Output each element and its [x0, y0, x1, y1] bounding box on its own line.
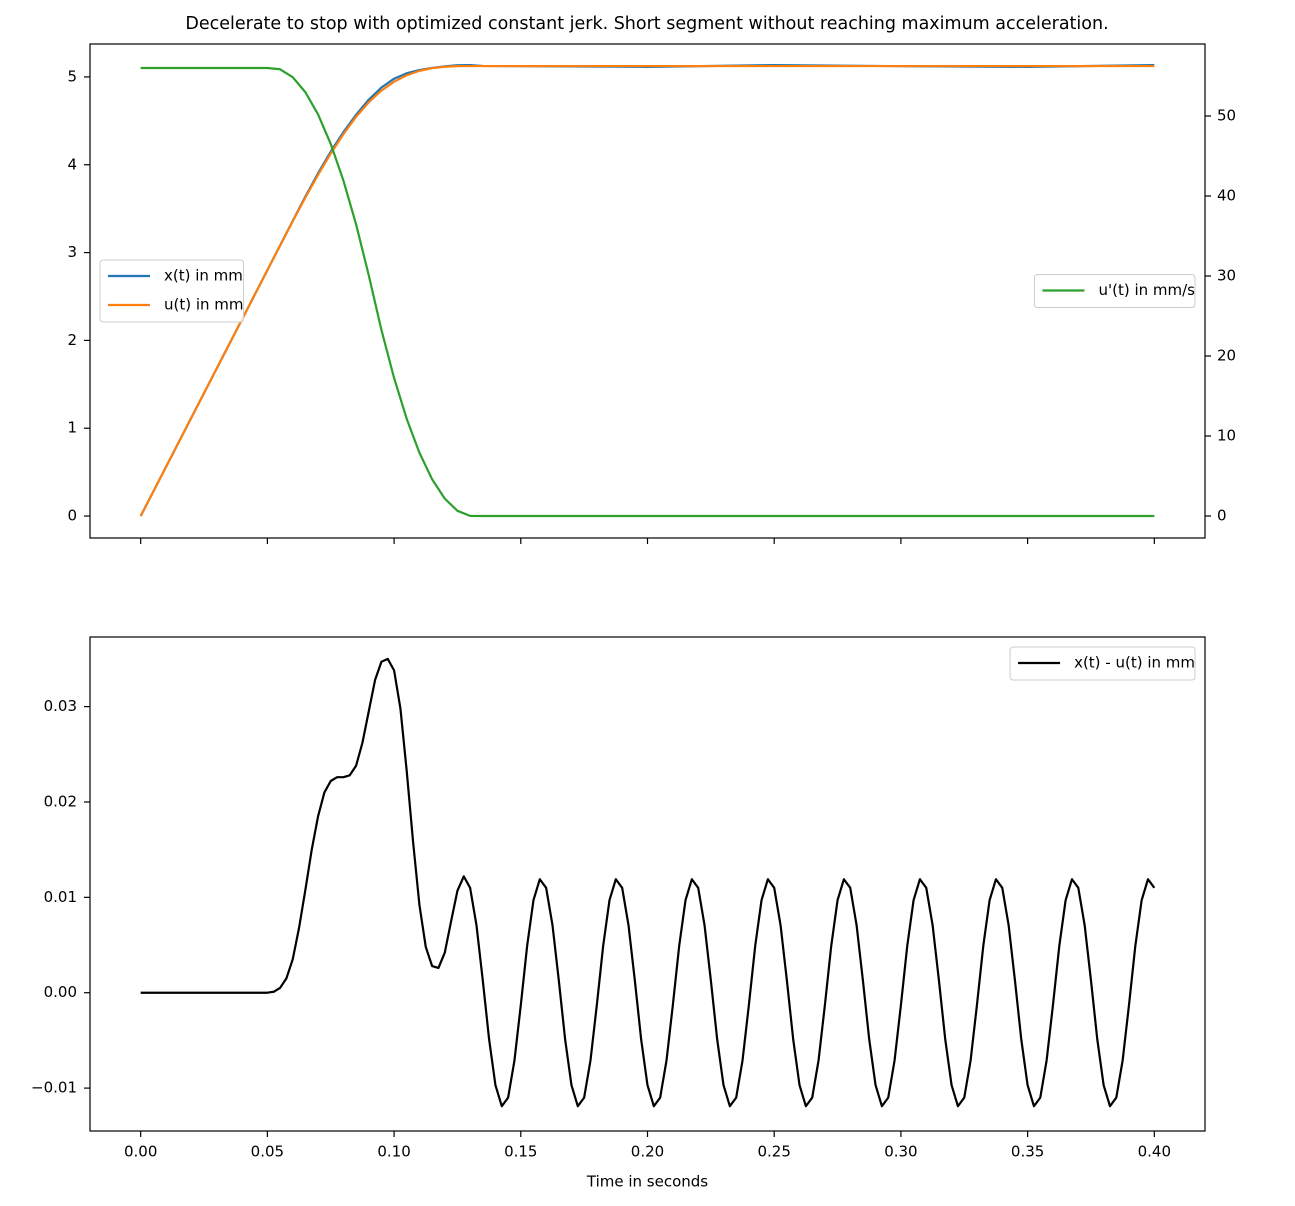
chart-title: Decelerate to stop with optimized consta…: [185, 14, 1108, 34]
y-tick-label: 5: [67, 67, 77, 85]
x-tick-label: 0.20: [631, 1143, 664, 1161]
y-tick-label: 0.02: [44, 792, 77, 810]
legend-box: [1009, 646, 1196, 681]
legend-label: x(t) in mm: [164, 267, 243, 285]
y-tick-label: 2: [67, 331, 77, 349]
x-tick-label: 0.25: [758, 1143, 791, 1161]
y2-tick-label: 10: [1217, 427, 1236, 445]
y-tick-label: 0.01: [44, 888, 77, 906]
legend: x(t) in mm u(t) in mm: [99, 259, 245, 323]
x-tick-label: 0.30: [884, 1143, 917, 1161]
legend-label: x(t) - u(t) in mm: [1074, 654, 1195, 672]
legend-label: u(t) in mm: [164, 296, 244, 314]
y-tick-label: 1: [67, 419, 77, 437]
plot-area: [139, 63, 1155, 518]
x-tick-label: 0.00: [124, 1143, 157, 1161]
x-axis-label: Time in seconds: [586, 1173, 708, 1191]
x-tick-label: 0.15: [504, 1143, 537, 1161]
y2-tick-label: 30: [1217, 267, 1236, 285]
x-tick-label: 0.10: [377, 1143, 410, 1161]
y-tick-label: −0.01: [31, 1079, 77, 1097]
legend: x(t) - u(t) in mm: [1009, 646, 1196, 681]
y-tick-label: 0.00: [44, 983, 77, 1001]
y-tick-label: 0.03: [44, 697, 77, 715]
y2-tick-label: 50: [1217, 107, 1236, 125]
y-tick-label: 0: [67, 507, 77, 525]
y2-tick-label: 20: [1217, 347, 1236, 365]
series-line: [139, 64, 1155, 517]
x-tick-label: 0.40: [1138, 1143, 1171, 1161]
y-tick-label: 3: [67, 243, 77, 261]
legend-label: u'(t) in mm/s: [1098, 281, 1195, 299]
y2-tick-label: 40: [1217, 187, 1236, 205]
plot-area: [140, 657, 1156, 1108]
axes-frame: [89, 43, 1206, 539]
y-tick-label: 4: [67, 155, 77, 173]
legend-box: [1033, 274, 1196, 308]
axes-frame: [89, 636, 1206, 1132]
legend: u'(t) in mm/s: [1033, 274, 1196, 308]
y2-tick-label: 0: [1217, 507, 1227, 525]
series-line: [140, 66, 1155, 518]
x-tick-label: 0.05: [251, 1143, 284, 1161]
x-tick-label: 0.35: [1011, 1143, 1044, 1161]
series-line: [140, 657, 1156, 1108]
